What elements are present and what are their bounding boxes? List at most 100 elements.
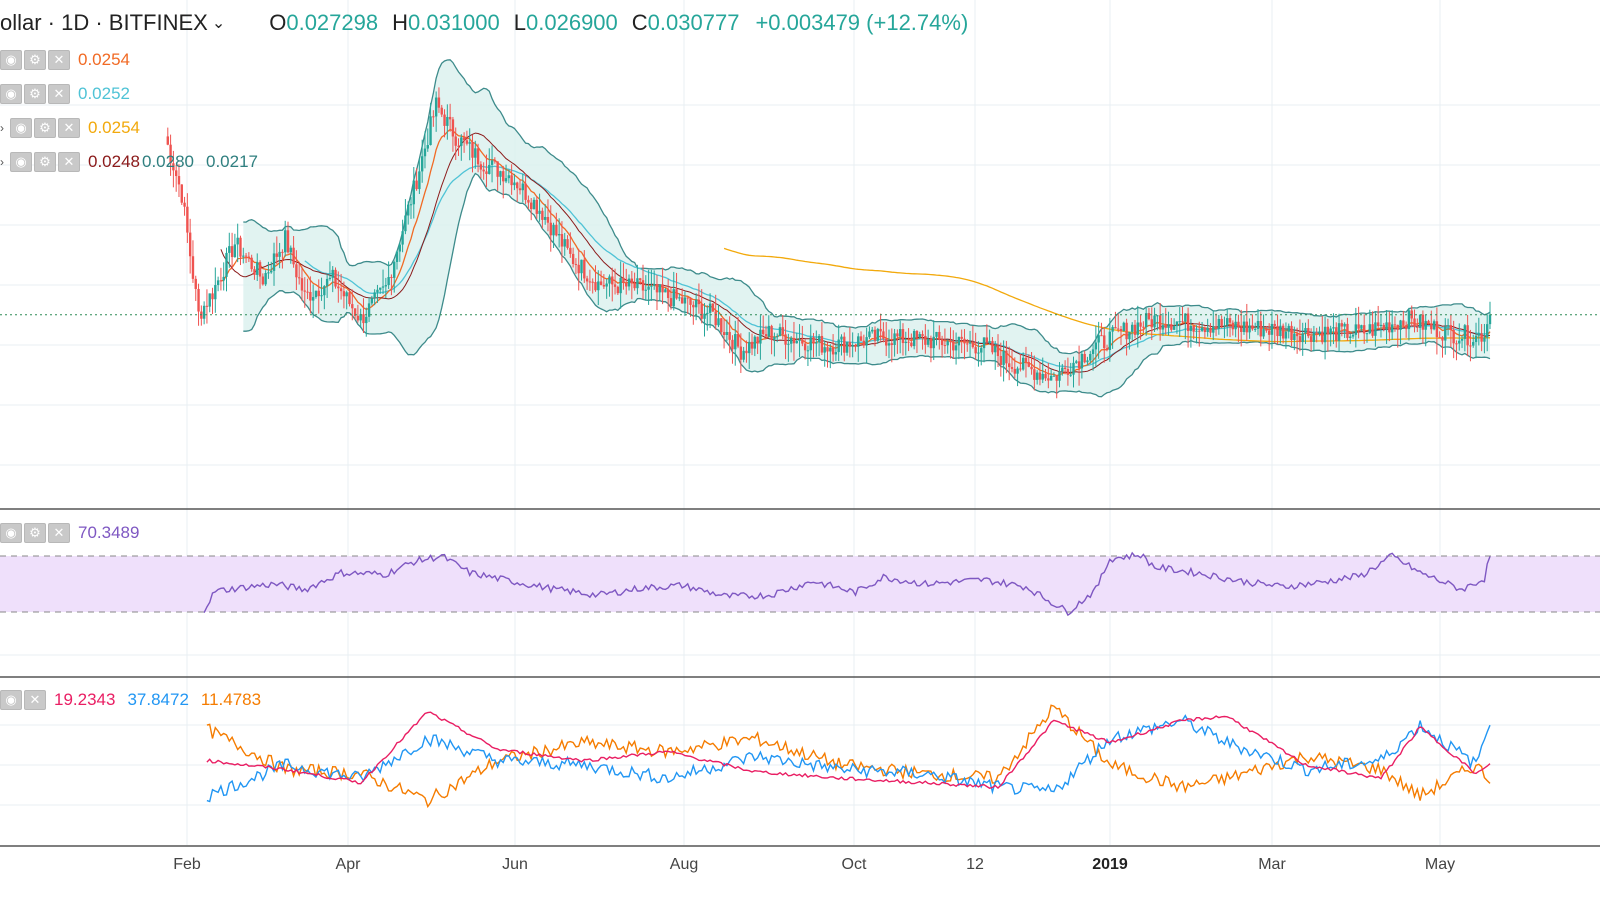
candle-body (725, 331, 729, 335)
candle-body (801, 339, 804, 344)
candle-body (331, 269, 334, 278)
candle-body (197, 288, 200, 312)
candle-body (599, 281, 603, 285)
candle-body (1103, 335, 1106, 349)
candle-body (1262, 328, 1265, 337)
candle-body (1167, 324, 1170, 328)
candle-body (373, 292, 376, 299)
candle-body (1407, 310, 1411, 330)
candle-body (778, 327, 782, 337)
candle-body (460, 137, 463, 146)
eye-icon[interactable]: ◉ (10, 152, 32, 172)
candle-body (1318, 331, 1321, 334)
x-tick-label: Aug (669, 856, 699, 873)
candle-body (1382, 324, 1385, 329)
candle-body (714, 311, 717, 326)
candle-body (1198, 330, 1201, 332)
candle-body (655, 284, 659, 293)
eye-icon[interactable]: ◉ (10, 118, 32, 138)
symbol-label[interactable]: ollar · 1D · BITFINEX (0, 10, 208, 35)
candle-body (404, 215, 407, 232)
candle-body (1203, 327, 1207, 333)
candle-body (569, 247, 572, 254)
candle-body (767, 325, 770, 337)
candle-body (882, 331, 885, 339)
close-icon[interactable]: ✕ (58, 152, 80, 172)
candle-body (829, 347, 832, 352)
close-icon[interactable]: ✕ (48, 84, 70, 104)
candle-body (798, 339, 801, 341)
candle-body (1144, 313, 1148, 328)
candle-body (557, 234, 561, 236)
candle-body (448, 116, 452, 120)
close-icon[interactable]: ✕ (24, 690, 46, 710)
candle-body (1237, 321, 1240, 328)
gear-icon[interactable]: ⚙ (24, 523, 46, 543)
candle-body (1284, 331, 1288, 339)
candle-body (1147, 313, 1151, 320)
eye-icon[interactable]: ◉ (0, 690, 22, 710)
candle-body (191, 256, 195, 279)
candle-body (1242, 321, 1246, 333)
caret-right-icon[interactable]: › (0, 121, 4, 135)
gear-icon[interactable]: ⚙ (34, 118, 56, 138)
candle-body (409, 204, 413, 206)
candle-body (216, 280, 220, 286)
candle-body (1298, 336, 1302, 343)
candle-body (1178, 321, 1181, 323)
candle-body (879, 328, 882, 332)
candle-body (320, 295, 323, 297)
x-tick-label: Feb (173, 856, 201, 873)
candle-body (890, 343, 893, 346)
eye-icon[interactable]: ◉ (0, 84, 22, 104)
caret-right-icon[interactable]: › (0, 155, 4, 169)
gear-icon[interactable]: ⚙ (34, 152, 56, 172)
candle-body (644, 289, 648, 291)
candle-body (910, 342, 913, 347)
candle-body (362, 314, 365, 324)
candle-body (611, 276, 614, 285)
candle-body (1214, 326, 1218, 329)
candle-body (244, 255, 248, 257)
candle-body (1270, 323, 1274, 335)
candle-body (1390, 324, 1394, 333)
candle-body (1351, 334, 1355, 337)
candle-body (1371, 324, 1374, 336)
candle-body (686, 297, 689, 299)
candle-body (731, 339, 734, 350)
candle-body (1404, 325, 1408, 330)
candle-body (485, 171, 488, 174)
candle-body (502, 171, 505, 182)
close-icon[interactable]: ✕ (48, 523, 70, 543)
candle-body (401, 231, 404, 245)
candle-body (1061, 367, 1064, 372)
close-icon[interactable]: ✕ (58, 118, 80, 138)
candle-body (1480, 333, 1483, 342)
chevron-down-icon[interactable]: ⌄ (211, 15, 226, 32)
candle-body (521, 183, 525, 191)
candle-body (694, 299, 698, 308)
candle-body (222, 276, 225, 281)
candle-body (334, 269, 337, 287)
candle-body (1108, 331, 1112, 350)
gear-icon[interactable]: ⚙ (24, 84, 46, 104)
candle-body (250, 257, 253, 270)
candle-body (1047, 378, 1050, 381)
candle-body (1315, 332, 1318, 334)
gear-icon[interactable]: ⚙ (24, 50, 46, 70)
candle-body (278, 251, 281, 257)
candle-body (1360, 325, 1363, 329)
candle-body (348, 292, 351, 305)
close-icon[interactable]: ✕ (48, 50, 70, 70)
candle-body (468, 142, 471, 144)
candle-body (186, 206, 189, 233)
candle-body (1063, 367, 1067, 369)
candle-body (722, 332, 726, 335)
candle-body (1125, 322, 1128, 340)
eye-icon[interactable]: ◉ (0, 523, 22, 543)
candle-body (264, 273, 267, 285)
candle-body (1326, 326, 1330, 334)
candle-body (918, 334, 921, 338)
eye-icon[interactable]: ◉ (0, 50, 22, 70)
